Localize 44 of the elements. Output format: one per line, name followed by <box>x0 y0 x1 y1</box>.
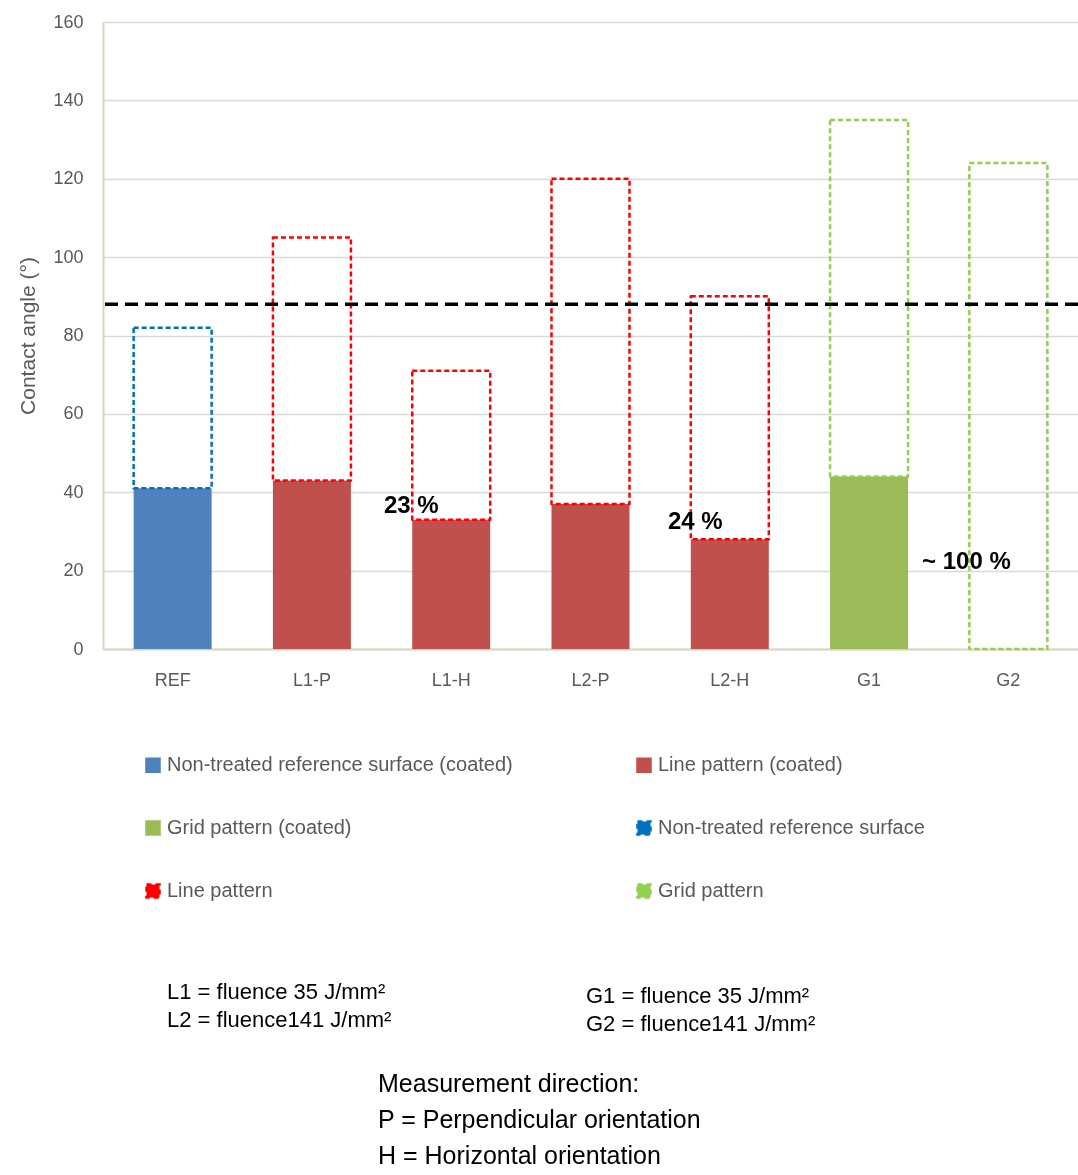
text: G1 = fluence 35 J/mm² <box>586 983 810 1009</box>
text: L2 = fluence141 J/mm² <box>167 1007 392 1033</box>
legend-label: Line pattern <box>167 879 273 901</box>
y-tick-label: 100 <box>53 246 84 267</box>
legend-label: Line pattern (coated) <box>658 753 843 776</box>
bar <box>830 476 909 649</box>
y-tick-label: 40 <box>63 481 84 502</box>
legend-label: Non-treated reference surface <box>658 816 925 838</box>
bar <box>412 519 491 649</box>
x-tick-label: L1-H <box>431 669 471 690</box>
bar <box>828 118 910 478</box>
bar <box>271 236 353 482</box>
y-tick-label: 160 <box>53 11 84 32</box>
bar <box>133 488 212 649</box>
y-tick-label: 60 <box>63 403 84 424</box>
text: G2 = fluence141 J/mm² <box>586 1011 816 1037</box>
bar <box>551 504 630 649</box>
x-tick-label: L2-P <box>571 669 610 690</box>
y-tick-label: 80 <box>63 325 84 345</box>
bar <box>410 369 492 521</box>
x-tick-label: L2-H <box>710 669 750 690</box>
legend-label: Grid pattern <box>658 879 764 901</box>
annotation: 24 % <box>668 506 723 534</box>
legend-label: Grid pattern (coated) <box>167 816 352 838</box>
text: P = Perpendicular orientation <box>378 1104 701 1133</box>
y-tick-label: 120 <box>53 168 84 189</box>
x-tick-label: G1 <box>857 669 882 690</box>
y-tick-label: 20 <box>63 560 84 581</box>
annotation: ~ 100 % <box>922 546 1011 574</box>
y-axis-title: Contact angle (°) <box>16 257 40 415</box>
bar <box>690 539 769 649</box>
x-tick-label: G2 <box>996 669 1021 690</box>
annotation: 23 % <box>384 490 439 518</box>
text: Measurement direction: <box>378 1068 640 1097</box>
text: H = Horizontal orientation <box>378 1140 661 1169</box>
x-tick-label: REF <box>154 669 191 690</box>
x-tick-label: L1-P <box>292 669 331 690</box>
bar <box>132 326 213 490</box>
legend-label: Non-treated reference surface (coated) <box>167 753 513 776</box>
bar <box>550 177 631 506</box>
y-tick-label: 140 <box>53 89 84 110</box>
text: L1 = fluence 35 J/mm² <box>167 979 386 1005</box>
y-tick-label: 0 <box>73 638 84 659</box>
bar <box>272 480 351 649</box>
